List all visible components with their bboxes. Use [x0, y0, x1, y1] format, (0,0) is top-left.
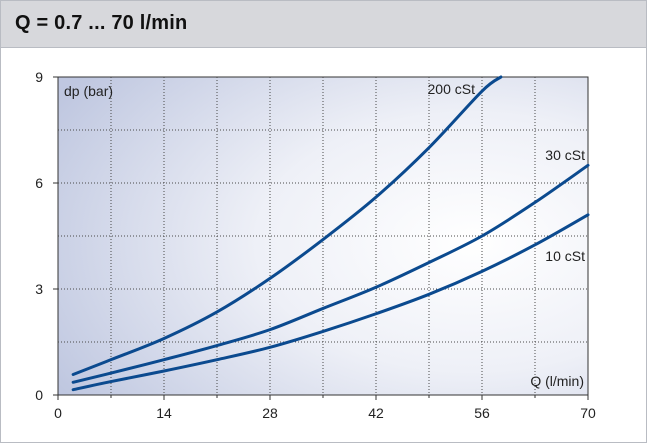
grid-lines: [58, 77, 588, 395]
x-tick-label: 56: [474, 405, 490, 421]
x-tick-label: 28: [262, 405, 278, 421]
y-axis-label: dp (bar): [64, 83, 113, 99]
series-label-10-cst: 10 cSt: [545, 248, 585, 264]
chart-labels: dp (bar) Q (l/min) 200 cSt 30 cSt 10 cSt: [64, 81, 585, 389]
y-tick-label: 6: [35, 175, 43, 191]
x-tick-label: 0: [54, 405, 62, 421]
series-line-200-cst: [71, 75, 503, 377]
series-line-30-cst: [71, 163, 590, 384]
y-tick-label: 3: [35, 281, 43, 297]
series-label-200-cst: 200 cSt: [428, 81, 476, 97]
chart-header: Q = 0.7 ... 70 l/min: [1, 1, 646, 48]
x-tick-label: 70: [580, 405, 596, 421]
series-line-10-cst: [71, 213, 590, 392]
x-tick-label: 42: [368, 405, 384, 421]
chart-title: Q = 0.7 ... 70 l/min: [15, 12, 188, 34]
x-axis-label: Q (l/min): [530, 373, 584, 389]
x-tick-label: 14: [156, 405, 172, 421]
series-lines: [71, 75, 590, 392]
y-tick-label: 0: [35, 387, 43, 403]
y-tick-label: 9: [35, 69, 43, 85]
series-label-30-cst: 30 cSt: [545, 147, 585, 163]
axis-ticks: 0 14 28 42 56 70 0 3 6 9: [35, 69, 596, 421]
chart-plot: 0 14 28 42 56 70 0 3 6 9 dp (bar) Q (l/min) 200 c…: [35, 69, 596, 421]
